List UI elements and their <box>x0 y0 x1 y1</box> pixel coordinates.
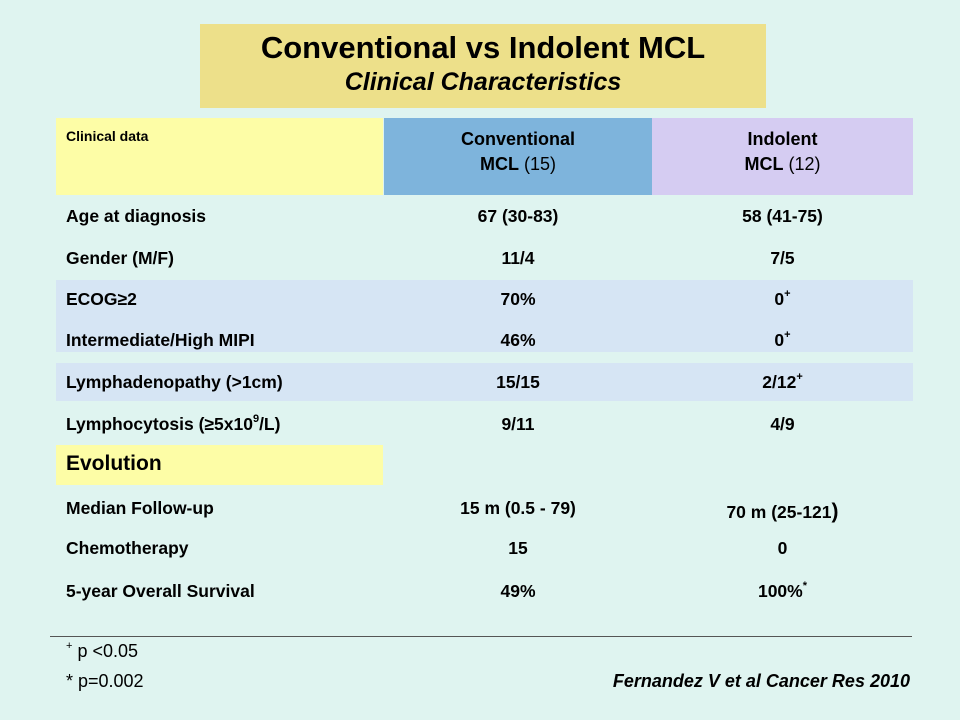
row-conventional-value: 15 <box>508 538 528 558</box>
footnote-divider <box>50 636 912 637</box>
table-row: Intermediate/High MIPI 46% 0+ <box>0 322 960 358</box>
row-indolent-value: 0+ <box>774 329 791 350</box>
row-label: Gender (M/F) <box>66 248 174 268</box>
row-indolent-value: 0+ <box>774 288 791 309</box>
header-conventional-line1: Conventional <box>460 129 575 149</box>
table-row: ECOG≥2 70% 0+ <box>0 281 960 317</box>
row-label: ECOG≥2 <box>66 289 137 309</box>
row-conventional-value: 46% <box>500 330 536 350</box>
table-row: Age at diagnosis 67 (30-83) 58 (41-75) <box>0 198 960 234</box>
row-conventional-value: 15 m (0.5 - 79) <box>460 498 576 518</box>
significance-marker: + <box>784 329 791 342</box>
row-conventional-value: 9/11 <box>501 414 535 434</box>
row-conventional-value: 49% <box>500 581 536 601</box>
table-row: Gender (M/F) 11/4 7/5 <box>0 240 960 276</box>
significance-marker: + <box>796 371 803 384</box>
row-conventional-value: 70% <box>500 289 536 309</box>
footnote-p005: + p <0.05 <box>66 640 138 662</box>
followup-indolent-row: 70 m (25-121) <box>0 494 960 530</box>
row-label: Lymphocytosis (≥5x109/L) <box>66 413 281 434</box>
row-conventional-value: 11/4 <box>501 248 535 268</box>
table-row: Lymphocytosis (≥5x109/L) 9/11 4/9 <box>0 406 960 442</box>
title-box: Conventional vs Indolent MCL Clinical Ch… <box>200 24 766 108</box>
row-label: Lymphadenopathy (>1cm) <box>66 372 283 392</box>
footnote-p0002: * p=0.002 <box>66 671 144 691</box>
significance-marker: + <box>784 288 791 301</box>
row-label: Chemotherapy <box>66 538 189 558</box>
table-row: 5-year Overall Survival 49% 100%* <box>0 573 960 609</box>
row-label: 5-year Overall Survival <box>66 581 255 601</box>
row-indolent-value: 100%* <box>757 580 808 601</box>
table-row: Median Follow-up 15 m (0.5 - 79) <box>0 490 960 526</box>
table-row: Chemotherapy 15 0 <box>0 530 960 566</box>
header-indolent-mcl: MCL <box>744 154 784 174</box>
row-indolent-value: 7/5 <box>770 248 795 268</box>
significance-marker: * <box>802 580 808 593</box>
row-indolent-value: 70 m (25-121) <box>726 500 839 523</box>
header-indolent-line1: Indolent <box>747 129 818 149</box>
header-clinical-data: Clinical data <box>56 118 383 195</box>
row-label: Age at diagnosis <box>66 206 207 226</box>
header-indolent: Indolent MCL (12) <box>652 118 913 195</box>
row-label: Median Follow-up <box>66 498 214 518</box>
citation: Fernandez V et al Cancer Res 2010 <box>612 671 910 691</box>
table-row: Lymphadenopathy (>1cm) 15/15 2/12+ <box>0 364 960 400</box>
header-clinical-data-label: Clinical data <box>66 128 149 144</box>
evolution-heading-box: Evolution <box>56 445 383 485</box>
row-label: Intermediate/High MIPI <box>66 330 255 350</box>
row-indolent-value: 4/9 <box>770 414 795 434</box>
page-subtitle: Clinical Characteristics <box>344 68 622 96</box>
row-indolent-value: 58 (41-75) <box>742 206 823 226</box>
header-conventional: Conventional MCL (15) <box>384 118 652 195</box>
row-indolent-value: 2/12+ <box>762 371 803 392</box>
row-conventional-value: 67 (30-83) <box>477 206 559 226</box>
header-conventional-mcl: MCL <box>479 154 519 174</box>
row-band-lymphadenopathy <box>56 363 913 401</box>
evolution-heading: Evolution <box>66 452 162 475</box>
row-indolent-value: 0 <box>777 538 788 558</box>
header-indolent-count: (12) <box>788 154 821 174</box>
page-title: Conventional vs Indolent MCL <box>260 30 706 65</box>
row-band-ecog-mipi <box>56 280 913 352</box>
row-conventional-value: 15/15 <box>496 372 540 392</box>
header-conventional-count: (15) <box>524 154 557 174</box>
